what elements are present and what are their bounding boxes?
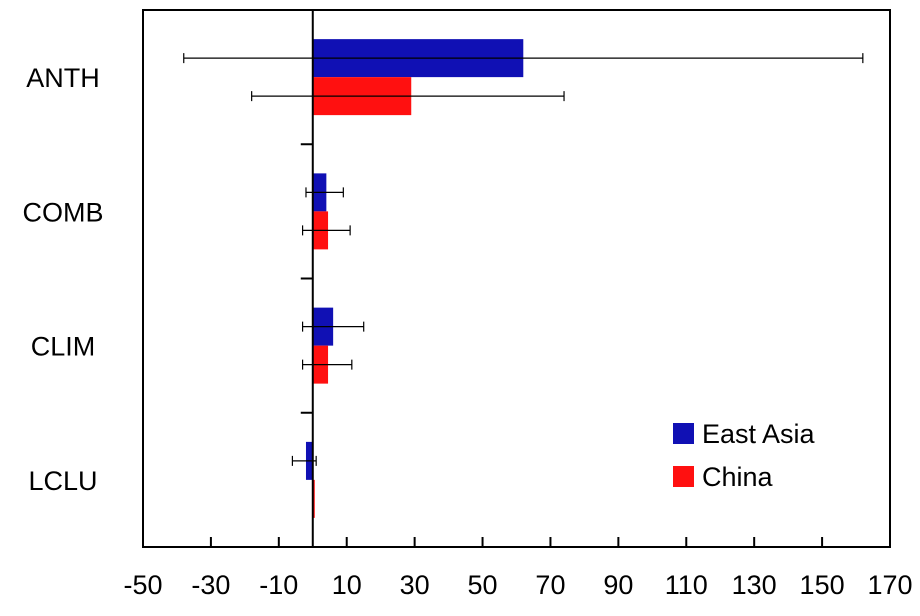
bars-layer [305,39,524,518]
legend-label-east-asia: East Asia [702,419,816,449]
x-tick-label: -30 [191,570,230,600]
category-label-anth: ANTH [26,63,100,93]
x-tick-label: 30 [400,570,430,600]
legend: East Asia China [673,419,816,492]
category-label-lclu: LCLU [28,466,97,496]
category-label-clim: CLIM [31,332,96,362]
labels-layer: ANTH COMB CLIM LCLU -50 -30 -10 10 30 50 70 90 110 13… [23,63,913,600]
x-tick-label: 150 [800,570,845,600]
x-tick-label: 130 [732,570,777,600]
legend-label-china: China [702,462,774,492]
x-tick-label: 90 [603,570,633,600]
legend-swatch-china [673,466,694,487]
x-tick-label: 10 [332,570,362,600]
axes-layer [142,9,891,548]
x-tick-label: 110 [665,570,708,600]
legend-swatch-east-asia [673,423,694,444]
x-tick-label: 70 [535,570,565,600]
error-bars-layer [183,53,864,466]
x-tick-label: 50 [468,570,498,600]
x-tick-label: 170 [867,570,912,600]
plot-frame [142,9,891,548]
x-tick-label: -50 [123,570,162,600]
x-tick-label: -10 [259,570,298,600]
category-label-comb: COMB [23,197,104,227]
